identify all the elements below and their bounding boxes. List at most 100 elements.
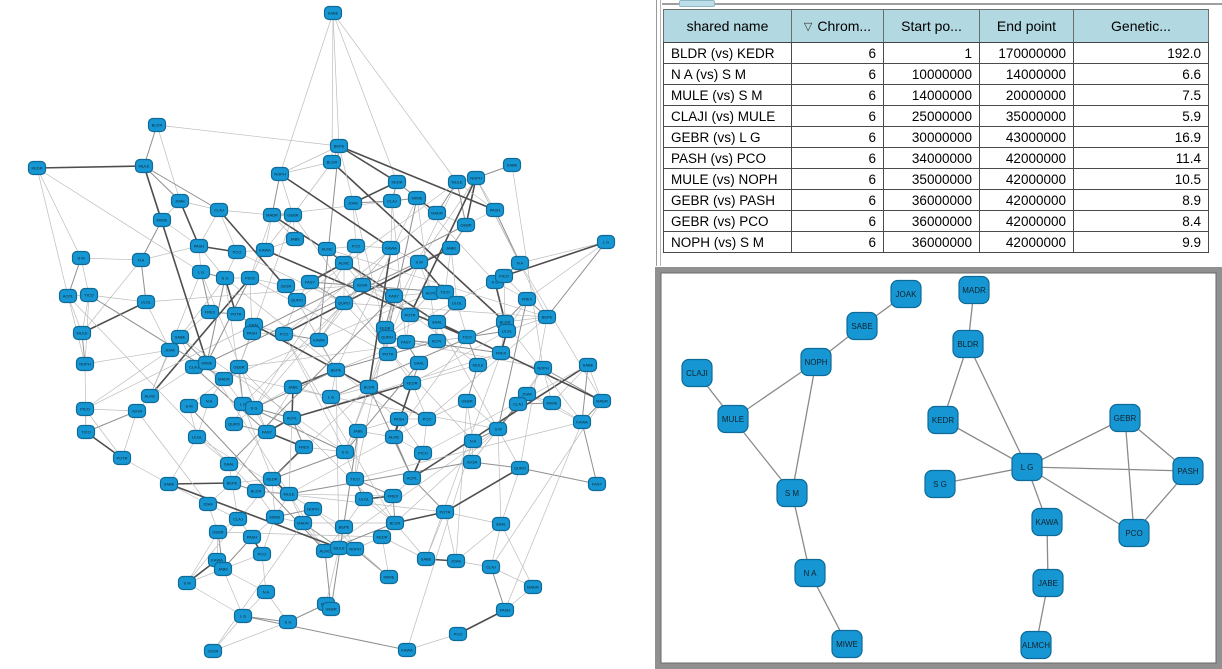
network-node[interactable]: ULGL (497, 323, 517, 339)
node-sabe[interactable]: SABE (846, 311, 878, 341)
network-node[interactable]: KEDR (27, 160, 47, 176)
network-node[interactable]: PASH (389, 411, 409, 427)
network-node[interactable]: NOPH (75, 356, 95, 372)
network-node[interactable]: SABE (170, 329, 190, 345)
network-node[interactable]: JUGR (127, 403, 147, 419)
network-node[interactable]: MADR (262, 207, 282, 223)
network-node[interactable]: POTR (226, 306, 246, 322)
network-node[interactable]: ALMC (140, 388, 160, 404)
network-node[interactable]: CLAJ (209, 202, 229, 218)
network-node[interactable]: SAAL (427, 314, 447, 330)
network-node[interactable]: KAWA (397, 642, 417, 658)
network-node[interactable]: JABE (283, 379, 303, 395)
network-node[interactable]: JUGR (462, 454, 482, 470)
network-node[interactable]: S G (278, 614, 298, 630)
node-kawa[interactable]: KAWA (1031, 507, 1063, 537)
network-node[interactable]: ULGL (447, 295, 467, 311)
network-node[interactable]: MIWE (197, 355, 217, 371)
network-node[interactable]: KAWA (255, 242, 275, 258)
network-node[interactable]: PCO (417, 411, 437, 427)
network-node[interactable]: BLDR (385, 515, 405, 531)
node-almch[interactable]: ALMCH (1020, 630, 1052, 660)
network-node[interactable]: ULGL (187, 429, 207, 445)
network-node[interactable]: S M (177, 575, 197, 591)
network-node[interactable]: FREX (517, 291, 537, 307)
network-node[interactable]: SAAL (409, 355, 429, 371)
network-node[interactable]: MADR (523, 579, 543, 595)
network-node[interactable]: KEDR (262, 471, 282, 487)
network-node[interactable]: S G (244, 400, 264, 416)
network-node[interactable]: MIWE (542, 395, 562, 411)
network-node[interactable]: MIWE (407, 190, 427, 206)
network-node[interactable]: SABE (159, 476, 179, 492)
table-row[interactable]: PASH (vs) PCO 6 34000000 42000000 11.4 (663, 147, 1209, 169)
network-node[interactable]: QURO (224, 416, 244, 432)
node-s-m[interactable]: S M (776, 478, 808, 508)
network-node[interactable]: JABE (285, 231, 305, 247)
network-node[interactable]: PCO (448, 626, 468, 642)
network-node[interactable]: POTR (435, 504, 455, 520)
network-node[interactable]: ACPL (282, 410, 302, 426)
network-node[interactable]: SABE (416, 551, 436, 567)
network-node[interactable]: ALMC (315, 543, 335, 559)
network-node[interactable]: MULE (329, 540, 349, 556)
network-node[interactable]: BLDR (359, 379, 379, 395)
network-node[interactable]: ULGL (354, 491, 374, 507)
network-node[interactable]: GEBR (229, 359, 249, 375)
network-node[interactable]: PASH (189, 238, 209, 254)
network-node[interactable]: FREX (294, 439, 314, 455)
network-node[interactable]: N A (463, 433, 483, 449)
network-node[interactable]: SABE (578, 357, 598, 373)
network-node[interactable]: FASY (587, 476, 607, 492)
network-node[interactable]: QURO (287, 292, 307, 308)
network-node[interactable]: QURO (334, 295, 354, 311)
network-node[interactable]: BEPE (334, 519, 354, 535)
panel-grip-tab[interactable] (679, 0, 715, 7)
column-header-start-po-[interactable]: Start po... (883, 9, 980, 43)
network-node[interactable]: POTR (378, 346, 398, 362)
network-node[interactable]: ALMC (334, 255, 354, 271)
table-row[interactable]: BLDR (vs) KEDR 6 1 170000000 192.0 (663, 42, 1209, 64)
network-node[interactable]: KAWA (309, 332, 329, 348)
network-node[interactable]: S M (179, 398, 199, 414)
network-node[interactable]: TICO (435, 284, 455, 300)
network-node[interactable]: MULE (447, 174, 467, 190)
table-row[interactable]: GEBR (vs) PASH 6 36000000 42000000 8.9 (663, 189, 1209, 211)
column-header-end-point[interactable]: End point (979, 9, 1074, 43)
network-node[interactable]: SABE (323, 5, 343, 21)
network-node[interactable]: TICO (79, 287, 99, 303)
network-node[interactable]: PICO (240, 270, 260, 286)
network-node[interactable]: ULGL (136, 294, 156, 310)
node-pco[interactable]: PCO (1118, 518, 1150, 548)
network-node[interactable]: PICO (413, 445, 433, 461)
node-madr[interactable]: MADR (958, 275, 990, 305)
network-node[interactable]: GEBR (283, 207, 303, 223)
network-node[interactable]: PASH (485, 202, 505, 218)
network-node[interactable]: L G (191, 264, 211, 280)
network-node[interactable]: JABE (213, 561, 233, 577)
network-node[interactable]: CLAJ (508, 396, 528, 412)
network-node[interactable]: TICO (457, 329, 477, 345)
network-node[interactable]: MULE (72, 325, 92, 341)
network-node[interactable]: PASH (495, 602, 515, 618)
network-node[interactable]: TICO (345, 471, 365, 487)
network-node[interactable]: BEPE (222, 475, 242, 491)
network-node[interactable]: SAAL (491, 516, 511, 532)
network-node[interactable]: CLAJ (481, 559, 501, 575)
node-bldr[interactable]: BLDR (952, 329, 984, 359)
network-node[interactable]: PCO (227, 244, 247, 260)
network-node[interactable]: FASY (257, 424, 277, 440)
network-node[interactable]: JABE (441, 240, 461, 256)
network-node[interactable]: KAWA (572, 414, 592, 430)
network-node[interactable]: NOPH (303, 501, 323, 517)
network-node[interactable]: BEPE (329, 138, 349, 154)
network-node[interactable]: JUGR (276, 278, 296, 294)
network-node[interactable]: FREX (383, 488, 403, 504)
node-pash[interactable]: PASH (1172, 456, 1204, 486)
network-node[interactable]: MULE (134, 158, 154, 174)
network-node[interactable]: N A (199, 393, 219, 409)
network-node[interactable]: PASH (242, 529, 262, 545)
network-node[interactable]: S M (488, 421, 508, 437)
node-jabe[interactable]: JABE (1032, 568, 1064, 598)
network-node[interactable]: NOPH (270, 166, 290, 182)
